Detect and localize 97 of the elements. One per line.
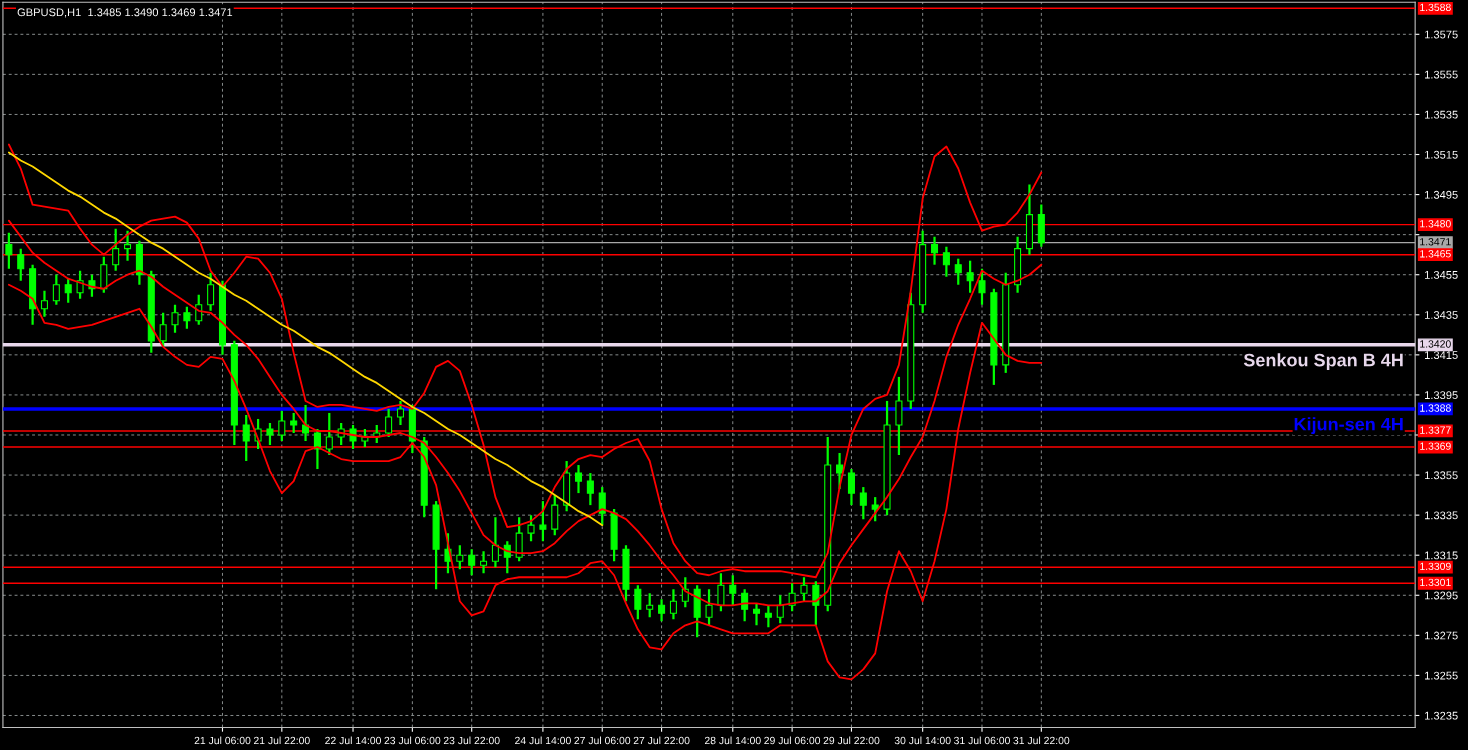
x-tick-label: 31 Jul 22:00 [1013,736,1070,745]
ref-line-label: 1.3369 [1420,442,1451,450]
candlestick [159,311,167,348]
y-tick-label: 1.3255 [1425,671,1458,680]
candlestick [776,594,784,625]
candlestick [752,602,761,627]
y-tick-label: 1.3295 [1425,591,1458,600]
candlestick [491,516,499,569]
x-tick-label: 21 Jul 06:00 [194,736,251,745]
candlestick [812,580,820,627]
x-tick-label: 29 Jul 06:00 [764,736,821,745]
x-tick-label: 27 Jul 22:00 [633,736,690,745]
ref-line-label: 1.3471 [1420,238,1451,246]
y-tick-label: 1.3575 [1425,30,1458,39]
candlestick [361,427,369,449]
candlestick [290,411,298,435]
candlestick [112,227,120,272]
candlestick [278,409,286,443]
candlestick [325,411,333,457]
ref-line-label: 1.3388 [1420,404,1451,412]
candlestick [574,463,583,495]
y-tick-label: 1.3415 [1425,351,1458,359]
candlestick [480,550,488,575]
candlestick [183,305,191,330]
candlestick [634,584,642,621]
candlestick [539,500,547,543]
x-tick-label: 31 Jul 06:00 [954,736,1010,745]
candlestick [444,532,452,575]
candlestick [171,303,179,334]
candlestick [52,273,60,306]
candlestick [646,592,654,619]
x-tick-label: 21 Jul 22:00 [253,736,310,745]
candlestick [859,485,867,521]
y-tick-label: 1.3355 [1425,471,1458,480]
candlestick [313,427,321,471]
candlestick [242,413,250,463]
candlestick [17,247,25,282]
ref-line-label: 1.3480 [1420,220,1451,228]
ref-line-label: 1.3377 [1420,426,1451,434]
candlestick [836,451,844,491]
candlestick [468,548,476,577]
y-tick-label: 1.3535 [1425,110,1458,119]
candlestick [124,229,132,262]
candlestick [76,269,84,300]
x-tick-label: 24 Jul 14:00 [515,736,571,745]
candlestick [456,544,464,571]
candlestick [266,421,274,447]
candlestick [954,257,962,286]
y-tick-label: 1.3515 [1425,150,1458,159]
candlestick [669,588,677,621]
candlestick [5,231,13,270]
y-tick-label: 1.3495 [1425,190,1458,199]
candlestick [717,572,725,613]
y-tick-label: 1.3435 [1425,311,1458,319]
candlestick [586,471,594,507]
ref-line-label: 1.3465 [1420,250,1451,258]
y-tick-label: 1.3395 [1425,391,1458,400]
y-tick-label: 1.3235 [1425,711,1458,720]
candlestick [705,588,713,627]
x-tick-label: 23 Jul 06:00 [384,736,441,745]
ref-line-label: 1.3420 [1420,340,1451,348]
candlestick [598,485,606,527]
y-tick-label: 1.3455 [1425,270,1458,279]
x-tick-label: 22 Jul 14:00 [325,736,381,745]
candlestick [931,235,939,266]
ref-line-label: 1.3588 [1420,3,1451,12]
candlestick [800,576,808,603]
y-tick-label: 1.3555 [1425,70,1458,79]
candlestick [658,598,666,623]
candlestick [385,407,393,439]
candlestick [978,267,986,306]
candlestick [207,271,215,312]
candlestick [40,289,48,318]
candlestick [966,259,974,294]
annotation: Kijun-sen 4H [1294,417,1403,435]
candlestick [942,245,950,278]
x-tick-label: 23 Jul 22:00 [443,736,500,745]
candlestick [64,277,72,304]
line-series [7,151,604,527]
x-tick-label: 28 Jul 14:00 [704,736,761,745]
x-tick-label: 30 Jul 14:00 [894,736,951,745]
candlestick [871,495,879,523]
candlestick [847,467,855,507]
ref-line-label: 1.3309 [1420,562,1451,571]
x-tick-label: 27 Jul 06:00 [574,736,631,745]
ref-line-label: 1.3301 [1420,578,1451,587]
candlestick [729,574,737,607]
candlestick [302,403,310,443]
y-tick-label: 1.3315 [1425,551,1458,560]
chart-title: GBPUSD,H1 1.3485 1.3490 1.3469 1.3471 [17,8,233,18]
candlestick [527,514,535,543]
y-tick-label: 1.3335 [1425,511,1458,520]
x-tick-label: 29 Jul 22:00 [823,736,880,745]
candlestick [396,399,405,427]
candlestick [764,604,772,629]
annotation: Senkou Span B 4H [1243,353,1403,371]
y-tick-label: 1.3275 [1425,631,1458,640]
